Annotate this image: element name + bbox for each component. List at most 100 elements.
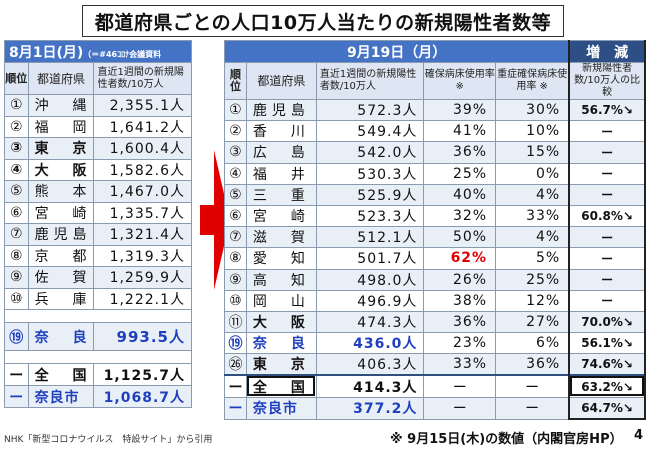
severe-cell: 12%	[495, 289, 570, 312]
left-row-national: ー 全 国 1,125.7人	[4, 363, 192, 386]
bed-cell: 36%	[423, 310, 497, 334]
ratio-cell: 60.8%↘	[568, 204, 646, 228]
value-cell: 377.2人	[315, 396, 425, 420]
right-row-naracity: ー 奈良市 377.2人 ー ー 64.7%↘	[224, 396, 646, 421]
footer-note: ※ 9月15日(木)の数値（内閣官房HP）	[390, 432, 623, 447]
rank-cell: ー	[4, 363, 29, 386]
footer-source: NHK「新型コロナウイルス 特設サイト」から引用	[4, 435, 213, 445]
severe-cell: 33%	[495, 204, 570, 228]
ratio-cell: 70.0%↘	[568, 310, 646, 334]
pref-cell: 奈良市	[27, 385, 95, 408]
value-cell: 2,355.1人	[93, 94, 192, 117]
pref-cell: 全 国	[245, 374, 317, 398]
pref-cell: 高 知	[245, 268, 317, 291]
left-row-naracity: ー 奈良市 1,068.7人	[4, 385, 192, 408]
rank-cell: ②	[224, 120, 247, 143]
rank-cell: ⑲	[224, 332, 247, 355]
severe-cell: 15%	[495, 141, 570, 164]
value-cell: 525.9人	[315, 183, 425, 206]
severe-cell: 4%	[495, 183, 570, 206]
severe-cell: 36%	[495, 353, 570, 376]
value-cell: 1,319.3人	[93, 244, 192, 267]
left-header-rank: 順位	[4, 62, 29, 95]
pref-cell: 福 岡	[27, 115, 95, 138]
value-cell: 1,641.2人	[93, 115, 192, 138]
right-table: 9月19日（月） 増 減 順位 都道府県 直近1週間の新規陽性者数/10万人 確…	[224, 40, 646, 421]
right-header-value: 直近1週間の新規陽性者数/10万人	[315, 62, 425, 100]
pref-cell: 大 阪	[27, 158, 95, 181]
value-cell: 498.0人	[315, 268, 425, 291]
pref-cell: 香 川	[245, 120, 317, 143]
rank-cell: ⑤	[4, 180, 29, 203]
pref-cell: 奈良市	[245, 396, 317, 420]
value-cell: 542.0人	[315, 141, 425, 164]
bed-cell: 25%	[423, 162, 497, 185]
table-row: ⑦ 鹿児島 1,321.4人	[4, 223, 192, 246]
pref-cell: 佐 賀	[27, 266, 95, 289]
rank-cell: ⑧	[224, 247, 247, 270]
severe-cell: 30%	[495, 98, 570, 122]
pref-cell: 全 国	[27, 363, 95, 386]
severe-cell: 4%	[495, 226, 570, 249]
bed-cell: 23%	[423, 332, 497, 355]
value-cell: 1,259.9人	[93, 266, 192, 289]
rank-cell: ⑨	[224, 268, 247, 291]
page-title: 都道府県ごとの人口10万人当たりの新規陽性者数等	[82, 5, 564, 37]
value-cell: 1,582.6人	[93, 158, 192, 181]
rank-cell: ー	[224, 396, 247, 420]
rank-cell: ③	[224, 141, 247, 164]
rank-cell: ④	[224, 162, 247, 185]
ratio-cell: ー	[568, 183, 646, 206]
severe-cell: 10%	[495, 120, 570, 143]
rank-cell: ④	[4, 158, 29, 181]
arrow-right-icon	[200, 150, 230, 290]
value-cell: 523.3人	[315, 204, 425, 228]
right-header-bed: 確保病床使用率 ※	[423, 62, 497, 100]
severe-cell: 0%	[495, 162, 570, 185]
rank-cell: ①	[4, 94, 29, 117]
bed-cell: 39%	[423, 98, 497, 122]
pref-cell: 岡 山	[245, 289, 317, 312]
right-header-severe: 重症確保病床使用率 ※	[495, 62, 570, 100]
ratio-cell: ー	[568, 289, 646, 312]
value-cell: 512.1人	[315, 226, 425, 249]
value-cell: 1,068.7人	[93, 385, 192, 408]
rank-cell: ⑪	[224, 310, 247, 334]
pref-cell: 熊 本	[27, 180, 95, 203]
ratio-cell: 64.7%↘	[568, 396, 646, 421]
bed-cell: ー	[423, 374, 497, 398]
pref-cell: 奈 良	[245, 332, 317, 355]
ratio-cell: 56.1%↘	[568, 332, 646, 355]
rank-cell: ー	[4, 385, 29, 408]
rank-cell: ⑤	[224, 183, 247, 206]
pref-cell: 宮 崎	[245, 204, 317, 228]
rank-cell: ⑨	[4, 266, 29, 289]
rank-cell: ー	[224, 374, 247, 398]
value-cell: 993.5人	[93, 322, 192, 351]
right-header-rank: 順位	[224, 62, 247, 100]
left-date: 8月1日(月)	[9, 44, 84, 61]
rank-cell: ③	[4, 137, 29, 160]
bed-cell: 26%	[423, 268, 497, 291]
pref-cell: 愛 知	[245, 247, 317, 270]
page-number: 4	[634, 428, 644, 443]
ratio-cell: ー	[568, 162, 646, 185]
right-date: 9月19日（月）	[224, 40, 570, 63]
ratio-cell: ー	[568, 268, 646, 291]
pref-cell: 宮 崎	[27, 201, 95, 224]
pref-cell: 東 京	[245, 353, 317, 376]
value-cell: 414.3人	[315, 374, 425, 398]
value-cell: 501.7人	[315, 247, 425, 270]
